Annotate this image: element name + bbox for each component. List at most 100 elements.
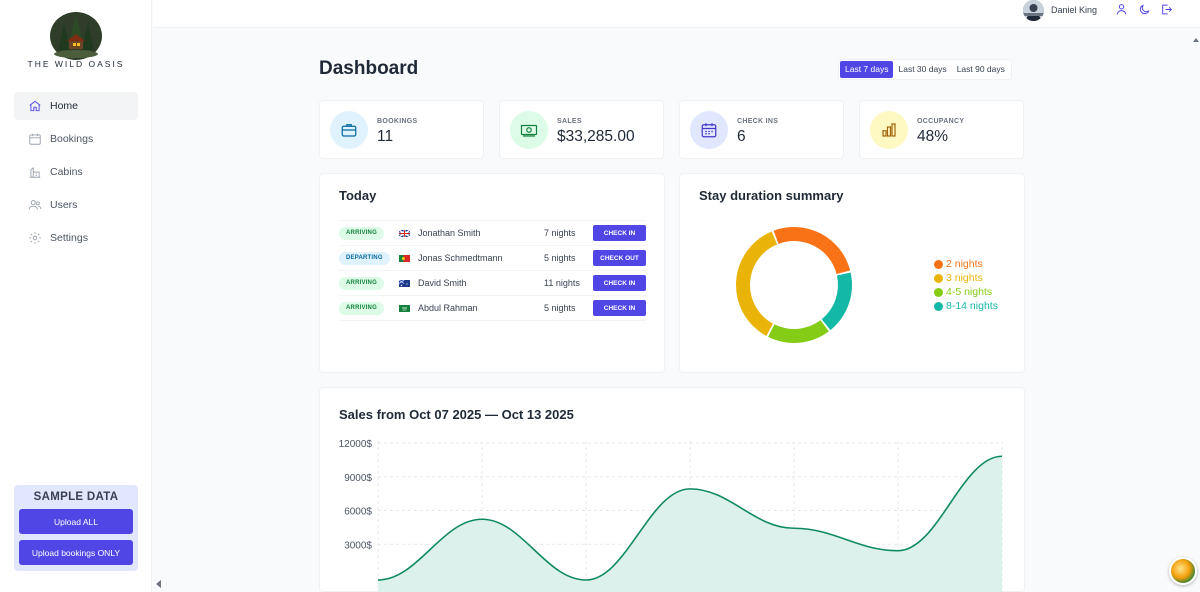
filter-last-90-days[interactable]: Last 90 days <box>956 64 1005 74</box>
scroll-left-arrow[interactable] <box>156 580 161 588</box>
moon-icon[interactable] <box>1138 3 1151 16</box>
guest-name: Abdul Rahman <box>418 303 478 313</box>
check-in-button[interactable]: CHECK IN <box>593 300 646 316</box>
y-tick-label: 9000$ <box>344 473 372 484</box>
page-title: Dashboard <box>319 58 419 79</box>
stat-icon-bg <box>690 111 728 149</box>
y-tick-label: 12000$ <box>339 439 373 450</box>
sa-flag-icon <box>399 305 410 312</box>
stat-label: SALES <box>557 118 582 125</box>
sales-panel: Sales from Oct 07 2025 — Oct 13 2025 120… <box>319 387 1025 592</box>
stat-value: 11 <box>377 128 394 145</box>
gb-flag-icon <box>399 230 410 237</box>
stay-duration-donut <box>736 227 852 343</box>
upload-all-button[interactable]: Upload ALL <box>19 509 133 534</box>
logout-icon[interactable] <box>1160 3 1173 16</box>
sales-area-chart: 12000$ 9000$ 6000$ 3000$ <box>339 439 1003 592</box>
stat-value: $33,285.00 <box>557 128 635 145</box>
stat-label: CHECK INS <box>737 118 779 125</box>
stat-bookings: BOOKINGS 11 <box>319 100 484 159</box>
guest-name: David Smith <box>418 278 467 288</box>
stat-sales: SALES $33,285.00 <box>499 100 664 159</box>
upload-bookings-button[interactable]: Upload bookings ONLY <box>19 540 133 565</box>
filter-last-7-days[interactable]: Last 7 days <box>840 61 894 78</box>
stat-check-ins: CHECK INS 6 <box>679 100 844 159</box>
legend-item: 4-5 nights <box>934 285 998 299</box>
legend-swatch <box>934 273 943 283</box>
avatar[interactable] <box>1023 0 1044 21</box>
nav-item-settings[interactable]: Settings <box>14 224 138 252</box>
today-row: ARRIVING Abdul Rahman 5 nights CHECK IN <box>339 295 646 321</box>
status-badge: ARRIVING <box>339 277 384 290</box>
donut-slice-8-14-nights <box>821 272 852 331</box>
sample-data-panel: SAMPLE DATA Upload ALL Upload bookings O… <box>14 485 138 571</box>
banknotes-icon <box>520 124 538 137</box>
chat-widget-button[interactable] <box>1169 557 1197 585</box>
stat-value: 48% <box>917 128 949 145</box>
check-out-button[interactable]: CHECK OUT <box>593 250 646 266</box>
stay-duration-title: Stay duration summary <box>699 188 844 203</box>
stay-duration-panel: Stay duration summary 2 nights 3 nights 4-… <box>679 173 1025 373</box>
guest-name: Jonathan Smith <box>418 228 481 238</box>
sidebar: THE WILD OASIS Home Bookings Cabins User… <box>0 0 152 592</box>
nav-label-bookings: Bookings <box>50 133 94 145</box>
nav-item-home[interactable]: Home <box>14 92 138 120</box>
status-badge: DEPARTING <box>339 252 390 265</box>
sample-data-title: SAMPLE DATA <box>33 491 119 503</box>
stat-icon-bg <box>330 111 368 149</box>
scroll-up-arrow[interactable] <box>1192 36 1200 44</box>
nav-label-cabins: Cabins <box>50 166 83 178</box>
home-icon <box>29 100 41 112</box>
guest-name: Jonas Schmedtmann <box>418 253 503 263</box>
legend-swatch <box>934 287 943 297</box>
nav-label-users: Users <box>50 199 78 211</box>
nights: 5 nights <box>544 303 576 313</box>
nights: 5 nights <box>544 253 576 263</box>
legend-swatch <box>934 259 943 269</box>
stat-icon-bg <box>510 111 548 149</box>
sales-line <box>377 455 1003 581</box>
check-in-button[interactable]: CHECK IN <box>593 275 646 291</box>
cabins-icon <box>29 166 41 178</box>
legend-label: 3 nights <box>946 272 983 284</box>
gear-icon <box>29 232 41 244</box>
today-row: ARRIVING David Smith 11 nights CHECK IN <box>339 270 646 296</box>
legend-label: 4-5 nights <box>946 286 993 298</box>
logo-image <box>50 12 102 60</box>
user-name: Daniel King <box>1051 5 1098 15</box>
legend-item: 2 nights <box>934 257 998 271</box>
nights: 7 nights <box>544 228 576 238</box>
check-in-button[interactable]: CHECK IN <box>593 225 646 241</box>
today-row: DEPARTING Jonas Schmedtmann 5 nights CHE… <box>339 245 646 271</box>
donut-slice-3-nights <box>736 231 778 336</box>
today-title: Today <box>339 188 377 203</box>
stat-occupancy: OCCUPANCY 48% <box>859 100 1024 159</box>
filter-last-30-days[interactable]: Last 30 days <box>898 64 947 74</box>
scrollbar[interactable] <box>1192 36 1200 586</box>
user-icon[interactable] <box>1115 3 1128 16</box>
chart-bar-icon <box>882 123 896 137</box>
nav-item-users[interactable]: Users <box>14 191 138 219</box>
donut-legend: 2 nights 3 nights 4-5 nights 8-14 nights <box>934 257 998 313</box>
au-flag-icon <box>399 280 410 287</box>
legend-item: 8-14 nights <box>934 299 998 313</box>
users-icon <box>28 200 42 210</box>
nights: 11 nights <box>544 278 580 288</box>
stat-label: OCCUPANCY <box>917 118 965 125</box>
donut-slice-4-5-nights <box>768 320 829 343</box>
date-filter: Last 7 days Last 30 days Last 90 days <box>838 59 1012 80</box>
legend-swatch <box>934 301 943 311</box>
legend-label: 8-14 nights <box>946 300 998 312</box>
stat-label: BOOKINGS <box>377 118 418 125</box>
sales-title: Sales from Oct 07 2025 — Oct 13 2025 <box>339 407 574 422</box>
sales-area-fill <box>378 456 1002 592</box>
legend-label: 2 nights <box>946 258 983 270</box>
status-badge: ARRIVING <box>339 302 384 315</box>
nav-item-cabins[interactable]: Cabins <box>14 158 138 186</box>
today-panel: Today ARRIVING Jonathan Smith 7 nights C… <box>319 173 665 373</box>
legend-item: 3 nights <box>934 271 998 285</box>
nav-label-home: Home <box>50 100 79 112</box>
brand-name: THE WILD OASIS <box>27 59 125 69</box>
nav-item-bookings[interactable]: Bookings <box>14 125 138 153</box>
today-row: ARRIVING Jonathan Smith 7 nights CHECK I… <box>339 220 646 246</box>
